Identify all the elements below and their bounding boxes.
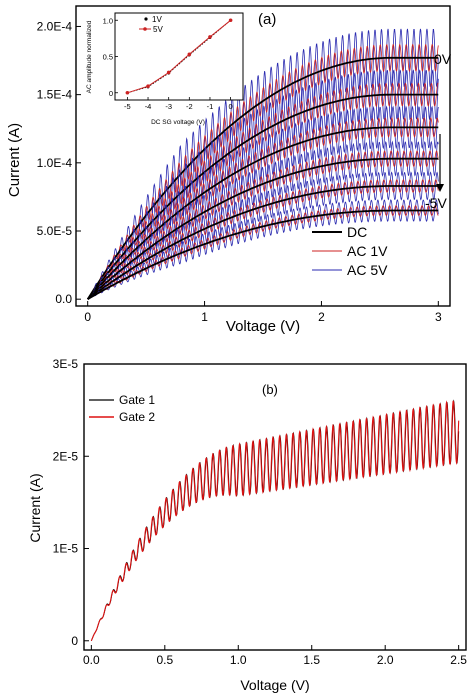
inset-point xyxy=(208,35,212,39)
y-tick-label: 2.0E-4 xyxy=(37,19,73,33)
inset-chart: -5 -4 -3 -2 -1 0 0 0.5 1.0 DC SG voltage (V) AC … xyxy=(86,12,244,126)
legend-label-ac1: AC 1V xyxy=(347,243,388,259)
ac-5v-curve xyxy=(87,69,439,300)
x-tick-label: 1.5 xyxy=(303,653,320,667)
gate-bottom-label: -5V xyxy=(425,195,447,211)
panel-b-curves xyxy=(90,399,460,642)
x-tick-label: 3 xyxy=(435,310,442,324)
x-tick-label: 0 xyxy=(84,310,91,324)
panel-b-y-axis-label: Current (A) xyxy=(27,473,43,542)
x-tick-label: 1 xyxy=(201,310,208,324)
y-tick-label: 1.5E-4 xyxy=(37,88,73,102)
inset-x-tick-label: 0 xyxy=(229,102,233,111)
panel-b-frame xyxy=(83,363,467,651)
ac-5v-curve xyxy=(87,105,439,300)
inset-y-tick-label: 1.0 xyxy=(103,16,113,25)
y-tick-label: 1.0E-4 xyxy=(37,156,73,170)
y-tick-label: 0 xyxy=(71,634,78,648)
inset-legend-label-5v: 5V xyxy=(153,25,163,34)
panel-b-x-ticks: 0.0 0.5 1.0 1.5 2.0 2.5 xyxy=(83,645,467,667)
legend-label-dc: DC xyxy=(347,224,367,240)
x-tick-label: 0.5 xyxy=(156,653,173,667)
y-tick-label: 0.0 xyxy=(55,292,72,306)
panel-b-y-ticks: 0 1E-5 2E-5 3E-5 xyxy=(53,357,89,648)
y-tick-label: 3E-5 xyxy=(53,357,79,371)
inset-point xyxy=(228,18,233,23)
panel-b-legend: Gate 1 Gate 2 xyxy=(89,393,155,424)
x-tick-label: 1.0 xyxy=(230,653,247,667)
inset-point xyxy=(187,52,192,57)
inset-point xyxy=(125,90,130,95)
panel-a-x-axis-label: Voltage (V) xyxy=(226,318,300,335)
inset-y-axis-label: AC amplitude normalized xyxy=(86,20,93,93)
ac-1v-curve xyxy=(87,179,439,300)
dc-curve xyxy=(87,209,439,300)
panel-b-label: (b) xyxy=(262,382,278,397)
inset-point xyxy=(166,70,171,75)
inset-x-tick-label: -5 xyxy=(124,102,131,111)
ac-5v-curve xyxy=(87,171,439,300)
inset-legend-marker-5v xyxy=(143,27,147,31)
panel-a-y-axis-label: Current (A) xyxy=(6,123,23,197)
gate-1-curve xyxy=(90,399,460,642)
x-tick-label: 2 xyxy=(318,310,325,324)
ac-1v-curve xyxy=(87,205,439,300)
panel-a-x-ticks: 0 1 2 3 xyxy=(84,301,442,324)
panel-a-legend: DC AC 1V AC 5V xyxy=(312,224,388,278)
gate-arrow-head xyxy=(436,184,444,192)
x-tick-label: 0.0 xyxy=(83,653,100,667)
ac-1v-curve xyxy=(87,82,439,300)
ac-1v-curve xyxy=(87,43,439,300)
inset-legend-marker-1v xyxy=(144,17,148,21)
dc-curve xyxy=(87,157,439,300)
inset-x-tick-label: -2 xyxy=(186,102,193,111)
y-tick-label: 5.0E-5 xyxy=(37,224,73,238)
gate-top-label: 0V xyxy=(434,51,452,67)
panel-a-curves xyxy=(86,28,439,300)
inset-x-tick-label: -3 xyxy=(165,102,172,111)
panel-b: 0.0 0.5 1.0 1.5 2.0 2.5 0 1E-5 2E-5 3E-5 (b) Vol… xyxy=(27,357,467,693)
x-tick-label: 2.0 xyxy=(377,653,394,667)
ac-1v-curve xyxy=(87,117,439,300)
legend-label-gate2: Gate 2 xyxy=(119,410,155,424)
ac-5v-curve xyxy=(87,199,439,300)
x-tick-label: 2.5 xyxy=(450,653,467,667)
inset-x-tick-label: -1 xyxy=(207,102,214,111)
inset-series-line xyxy=(127,19,231,94)
inset-legend: 1V 5V xyxy=(139,15,163,34)
inset-y-tick-label: 0.5 xyxy=(103,53,113,62)
dc-curve xyxy=(87,126,439,300)
inset-x-tick-label: -4 xyxy=(145,102,152,111)
panel-b-x-axis-label: Voltage (V) xyxy=(240,677,309,693)
inset-ticks: -5 -4 -3 -2 -1 0 0 0.5 1.0 xyxy=(103,16,233,111)
y-tick-label: 2E-5 xyxy=(53,449,79,463)
panel-a: 0 1 2 3 0.0 5.0E-5 1.0E-4 1.5E-4 2.0E-4 (a) Vol… xyxy=(6,5,452,335)
legend-label-gate1: Gate 1 xyxy=(119,393,155,407)
gate-2-curve xyxy=(90,400,460,642)
panel-a-y-ticks: 0.0 5.0E-5 1.0E-4 1.5E-4 2.0E-4 xyxy=(37,19,81,306)
inset-x-axis-label: DC SG voltage (V) xyxy=(151,119,205,126)
panel-a-frame xyxy=(75,5,451,307)
inset-series xyxy=(125,18,233,95)
ac-5v-curve xyxy=(87,140,439,300)
y-tick-label: 1E-5 xyxy=(53,542,79,556)
inset-legend-label-1v: 1V xyxy=(152,15,162,24)
inset-point xyxy=(146,84,150,89)
panel-a-label: (a) xyxy=(258,11,276,28)
dc-curve xyxy=(87,185,439,300)
legend-label-ac5: AC 5V xyxy=(347,262,388,278)
inset-y-tick-label: 0 xyxy=(109,89,113,98)
inset-series-line xyxy=(127,19,231,94)
